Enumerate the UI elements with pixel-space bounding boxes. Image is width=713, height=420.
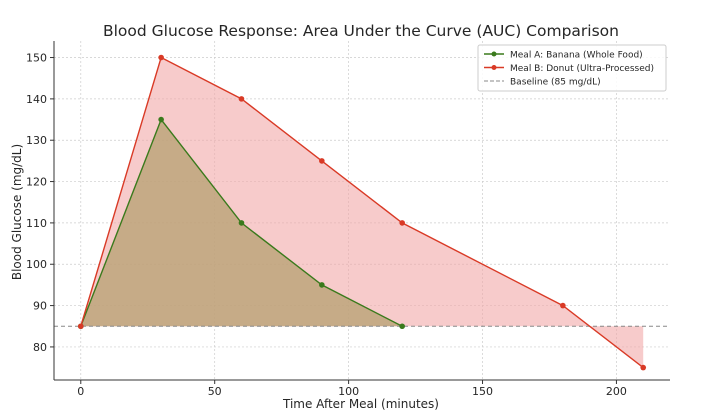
legend-entry-baseline-label: Baseline (85 mg/dL) [510, 78, 601, 88]
y-tick-label: 120 [26, 176, 47, 189]
y-tick-label: 100 [26, 258, 47, 271]
x-tick-label: 200 [606, 385, 627, 398]
legend-entry-banana-label: Meal A: Banana (Whole Food) [510, 51, 643, 61]
x-tick-label: 100 [338, 385, 359, 398]
legend-box [477, 44, 667, 92]
donut-data-point [77, 323, 84, 330]
donut-data-point [560, 302, 566, 309]
donut-data-point [319, 158, 325, 164]
axes-layer: 0 50 100 150 200 80 90 100 110 120 130 140 150 [26, 41, 670, 398]
y-tick-label: 90 [33, 300, 47, 313]
banana-data-point [238, 220, 245, 226]
banana-data-point [158, 116, 164, 123]
legend: Meal A: Banana (Whole Food) Meal B: Donut… [477, 44, 667, 92]
donut-data-point [158, 54, 164, 61]
donut-data-point [640, 364, 647, 371]
banana-data-point [399, 323, 405, 330]
legend-entry-banana-marker [491, 51, 497, 57]
y-tick-label: 130 [26, 134, 47, 147]
donut-data-point [238, 96, 245, 102]
y-axis-label: Blood Glucose (mg/dL) [10, 144, 24, 280]
x-axis-label: Time After Meal (minutes) [282, 397, 439, 411]
banana-auc-area [80, 119, 403, 327]
chart-title: Blood Glucose Response: Area Under the C… [103, 22, 619, 40]
x-tick-label: 150 [472, 385, 493, 398]
auc-fill-layer [80, 57, 644, 368]
banana-data-point [319, 282, 325, 288]
y-tick-label: 140 [26, 93, 47, 106]
series-layer [77, 54, 647, 371]
y-tick-label: 110 [26, 217, 47, 230]
y-tick-label: 150 [26, 52, 47, 65]
legend-entry-donut-marker [491, 65, 497, 70]
legend-entry-donut-label: Meal B: Donut (Ultra-Processed) [510, 64, 654, 74]
x-tick-label: 50 [208, 385, 222, 398]
x-tick-label: 0 [77, 385, 84, 398]
y-tick-label: 80 [33, 341, 47, 354]
donut-data-point [399, 220, 405, 226]
